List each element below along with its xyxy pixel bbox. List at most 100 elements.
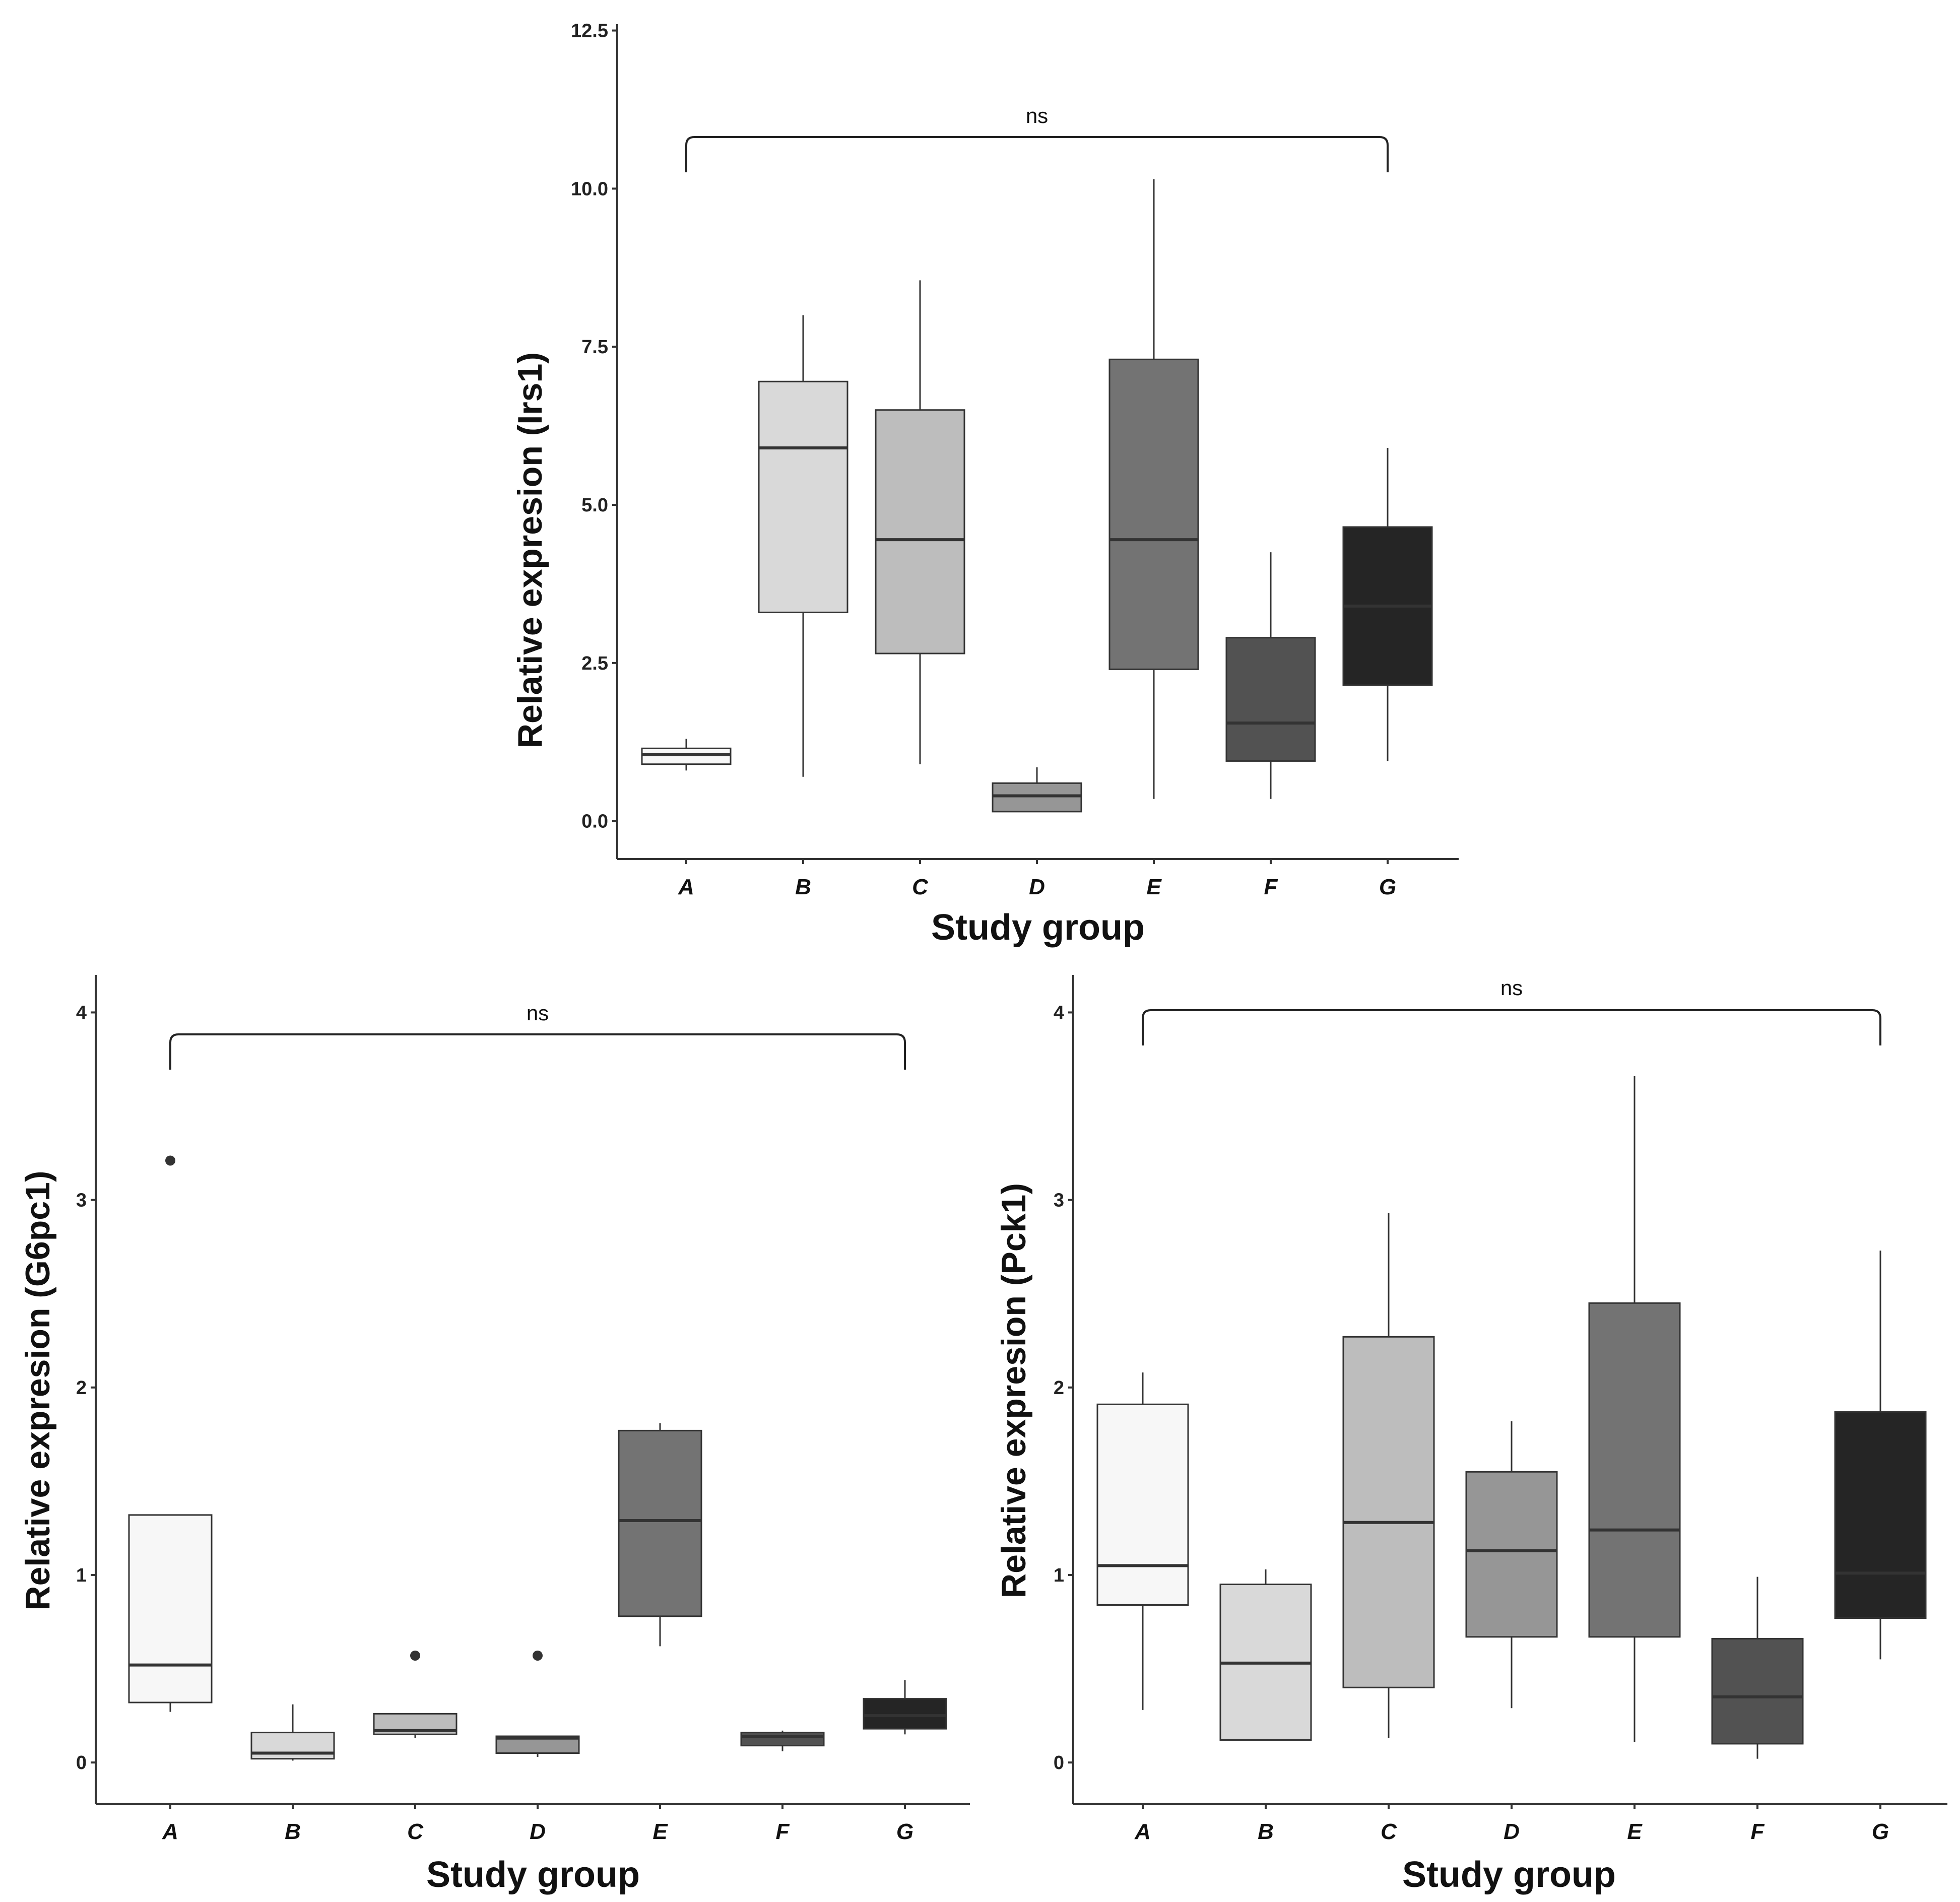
y-tick: 0 <box>76 1752 96 1774</box>
box-a <box>641 739 732 771</box>
x-tick-label-g: G <box>896 1819 913 1844</box>
x-tick-label-e: E <box>652 1819 668 1844</box>
x-ticks: A B C D E F G <box>162 1804 913 1844</box>
outlier-point <box>165 1155 175 1166</box>
iqr-box <box>1096 1403 1189 1606</box>
box-c <box>1342 1213 1435 1738</box>
iqr-box <box>1225 637 1316 762</box>
y-tick: 2 <box>1054 1378 1073 1399</box>
iqr-box <box>875 409 965 654</box>
x-tick-label-d: D <box>1504 1819 1520 1844</box>
y-tick: 4 <box>1054 1002 1073 1023</box>
y-tick: 12.5 <box>571 21 617 42</box>
y-tick: 3 <box>76 1190 96 1211</box>
significance-bracket: ns <box>1142 976 1881 1045</box>
y-tick-label: 0.0 <box>581 811 608 832</box>
box-d <box>495 1650 580 1757</box>
box-a <box>128 1155 213 1712</box>
y-tick-label: 4 <box>1054 1002 1064 1023</box>
y-ticks: 0 1 2 3 4 <box>1054 1002 1073 1774</box>
iqr-box <box>1108 358 1199 670</box>
box-b <box>1219 1569 1312 1741</box>
panel-g6pc1: 0 1 2 3 4 A B C D E F G ns Study group Relative ex… <box>19 975 970 1895</box>
box-e <box>1588 1076 1681 1742</box>
y-ticks: 0 1 2 3 4 <box>76 1002 96 1774</box>
x-tick-label-c: C <box>407 1819 424 1844</box>
boxes <box>1096 1076 1927 1759</box>
y-tick-label: 0 <box>1054 1752 1064 1774</box>
iqr-box <box>250 1732 335 1760</box>
x-tick-label-e: E <box>1627 1819 1643 1844</box>
box-d <box>992 767 1082 813</box>
y-tick-label: 12.5 <box>571 21 608 42</box>
significance-label: ns <box>1500 976 1523 1000</box>
bracket-line <box>169 1033 906 1070</box>
y-tick-label: 5.0 <box>581 495 608 516</box>
box-b <box>758 315 848 777</box>
iqr-box <box>1342 1336 1435 1688</box>
boxes <box>641 179 1433 813</box>
y-tick-label: 1 <box>76 1565 87 1586</box>
iqr-box <box>641 747 732 765</box>
significance-bracket: ns <box>169 1001 906 1070</box>
y-tick: 2 <box>76 1378 96 1399</box>
significance-bracket: ns <box>685 104 1389 172</box>
box-f <box>1711 1577 1804 1759</box>
box-c <box>875 280 965 764</box>
x-tick-label-a: A <box>162 1819 178 1844</box>
y-tick: 1 <box>76 1565 96 1586</box>
x-tick-label-g: G <box>1379 875 1396 899</box>
iqr-box <box>618 1429 702 1617</box>
y-tick: 7.5 <box>581 337 617 358</box>
iqr-box <box>1588 1302 1681 1638</box>
x-axis-label: Study group <box>931 907 1145 948</box>
box-g <box>1342 448 1433 761</box>
x-tick-label-f: F <box>776 1819 790 1844</box>
y-tick-label: 1 <box>1054 1565 1064 1586</box>
box-g <box>863 1680 947 1735</box>
iqr-box <box>128 1514 213 1703</box>
x-tick-label-d: D <box>530 1819 546 1844</box>
x-ticks: A B C D E F G <box>678 859 1396 899</box>
y-axis-label: Relative expresion (Irs1) <box>511 352 549 748</box>
x-tick-label-b: B <box>795 875 811 899</box>
y-tick: 3 <box>1054 1190 1073 1211</box>
box-f <box>1225 552 1316 799</box>
iqr-box <box>863 1698 947 1730</box>
significance-label: ns <box>527 1001 549 1025</box>
significance-label: ns <box>1026 104 1048 127</box>
outlier-point <box>533 1650 543 1661</box>
y-tick-label: 2.5 <box>581 653 608 674</box>
bracket-line <box>685 136 1389 172</box>
iqr-box <box>740 1732 825 1747</box>
box-b <box>250 1704 335 1761</box>
panel-pck1: 0 1 2 3 4 A B C D E F G ns Study group Relative ex… <box>995 975 1947 1895</box>
x-ticks: A B C D E F G <box>1134 1804 1889 1844</box>
y-ticks: 0.0 2.5 5.0 7.5 10.0 12.5 <box>571 21 617 832</box>
x-tick-label-b: B <box>285 1819 301 1844</box>
x-tick-label-a: A <box>678 875 694 899</box>
y-tick: 2.5 <box>581 653 617 674</box>
y-axis-label: Relative expresion (Pck1) <box>995 1183 1033 1598</box>
y-tick-label: 2 <box>76 1378 87 1399</box>
y-tick: 0.0 <box>581 811 617 832</box>
x-tick-label-b: B <box>1258 1819 1274 1844</box>
x-tick-label-f: F <box>1751 1819 1765 1844</box>
box-e <box>618 1423 702 1647</box>
iqr-box <box>992 782 1082 813</box>
iqr-box <box>1834 1411 1927 1619</box>
y-tick-label: 2 <box>1054 1378 1064 1399</box>
x-tick-label-g: G <box>1872 1819 1889 1844</box>
box-e <box>1108 179 1199 799</box>
x-tick-label-e: E <box>1146 875 1162 899</box>
y-tick-label: 10.0 <box>571 178 608 200</box>
x-axis-label: Study group <box>426 1855 640 1895</box>
y-tick: 4 <box>76 1002 96 1023</box>
x-axis-label: Study group <box>1402 1855 1616 1895</box>
y-tick: 0 <box>1054 1752 1073 1774</box>
x-tick-label-a: A <box>1134 1819 1151 1844</box>
y-tick-label: 3 <box>1054 1190 1064 1211</box>
y-tick: 10.0 <box>571 178 617 200</box>
boxes <box>128 1155 947 1761</box>
